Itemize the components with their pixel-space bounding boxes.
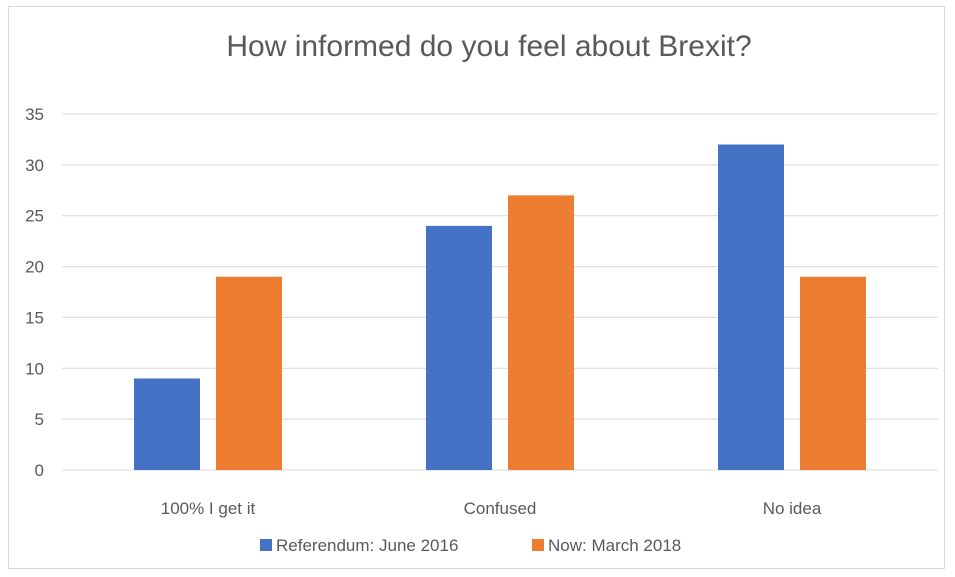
y-tick-label: 30: [25, 156, 44, 175]
y-axis-ticks: 0 5 10 15 20 25 30 35: [25, 105, 44, 480]
y-tick-label: 10: [25, 359, 44, 378]
y-tick-label: 15: [25, 308, 44, 327]
bars: [134, 144, 866, 470]
bar-now-1: [508, 195, 574, 470]
bar-referendum-0: [134, 378, 200, 470]
legend-label: Now: March 2018: [548, 536, 681, 555]
legend: Referendum: June 2016 Now: March 2018: [260, 536, 681, 555]
bar-referendum-1: [426, 225, 492, 470]
bar-now-0: [216, 276, 282, 470]
x-category-label: Confused: [464, 499, 537, 518]
legend-label: Referendum: June 2016: [276, 536, 458, 555]
bar-referendum-2: [718, 144, 784, 470]
y-tick-label: 35: [25, 105, 44, 124]
x-category-label: 100% I get it: [161, 499, 256, 518]
x-category-label: No idea: [763, 499, 822, 518]
legend-swatch: [532, 539, 544, 551]
x-axis-categories: 100% I get it Confused No idea: [161, 499, 822, 518]
y-tick-label: 25: [25, 207, 44, 226]
chart-title: How informed do you feel about Brexit?: [226, 30, 751, 63]
y-tick-label: 5: [35, 410, 44, 429]
gridlines: [62, 113, 938, 471]
legend-swatch: [260, 539, 272, 551]
y-tick-label: 20: [25, 258, 44, 277]
y-tick-label: 0: [35, 461, 44, 480]
bar-now-2: [800, 276, 866, 470]
